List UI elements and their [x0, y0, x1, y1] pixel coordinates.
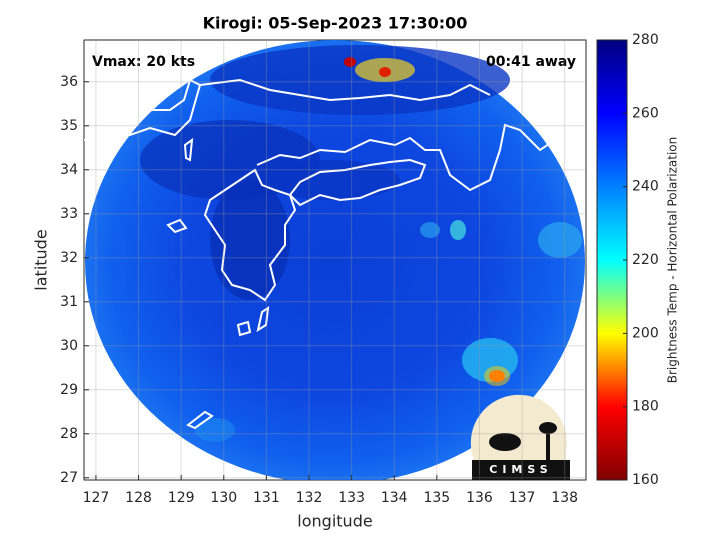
cloud [450, 220, 466, 240]
y-tick-label: 28 [60, 426, 78, 442]
x-tick-label: 136 [466, 490, 493, 506]
colorbar-tick-label: 200 [632, 325, 659, 341]
colorbar-tick-label: 240 [632, 179, 659, 195]
x-tick-label: 129 [168, 490, 195, 506]
colorbar-label: Brightness Temp - Horizontal Polarizatio… [666, 137, 680, 384]
x-axis-label: longitude [297, 512, 372, 531]
y-tick-label: 29 [60, 382, 78, 398]
x-tick-label: 137 [509, 490, 536, 506]
logo-band [472, 460, 570, 480]
colorbar-tick-label: 280 [632, 32, 659, 48]
y-tick-label: 34 [60, 162, 78, 178]
x-tick-label: 128 [125, 490, 152, 506]
y-axis-label: latitude [32, 229, 51, 290]
x-tick-label: 131 [253, 490, 280, 506]
y-tick-label: 31 [60, 294, 78, 310]
logo: CIMSS [470, 394, 570, 480]
colorbar-tick-label: 260 [632, 105, 659, 121]
colorbar [596, 39, 628, 481]
y-tick-label: 32 [60, 250, 78, 266]
x-tick-label: 130 [210, 490, 237, 506]
x-tick-label: 135 [423, 490, 450, 506]
x-tick-label: 138 [551, 490, 578, 506]
y-tick-label: 33 [60, 206, 78, 222]
cloud [484, 366, 510, 386]
colorbar-tick-label: 180 [632, 399, 659, 415]
x-tick-label: 134 [381, 490, 408, 506]
y-tick-label: 27 [60, 470, 78, 486]
cloud [538, 222, 582, 258]
y-tick-label: 35 [60, 118, 78, 134]
land-area [210, 180, 290, 300]
x-tick-label: 133 [338, 490, 365, 506]
logo-tower [539, 422, 557, 434]
logo-background [470, 394, 567, 480]
colorbar-tick-label: 220 [632, 252, 659, 268]
colorbar-tick-label: 160 [632, 472, 659, 488]
x-tick-label: 132 [296, 490, 323, 506]
x-tick-label: 127 [83, 490, 110, 506]
logo-dish [489, 433, 521, 451]
annotation: 00:41 away [486, 54, 576, 70]
cloud [344, 57, 356, 67]
logo-text: CIMSS [489, 463, 552, 476]
satellite-swath [84, 40, 585, 480]
cloud [379, 67, 391, 77]
cloud [195, 418, 235, 442]
y-tick-label: 30 [60, 338, 78, 354]
cloud [420, 222, 440, 238]
land-area [260, 160, 400, 200]
coastline [84, 78, 561, 430]
chart-title: Kirogi: 05-Sep-2023 17:30:00 [203, 14, 468, 33]
annotation: Vmax: 20 kts [92, 54, 195, 70]
y-tick-label: 36 [60, 74, 78, 90]
land-area [210, 45, 510, 115]
logo-tower [546, 432, 550, 460]
